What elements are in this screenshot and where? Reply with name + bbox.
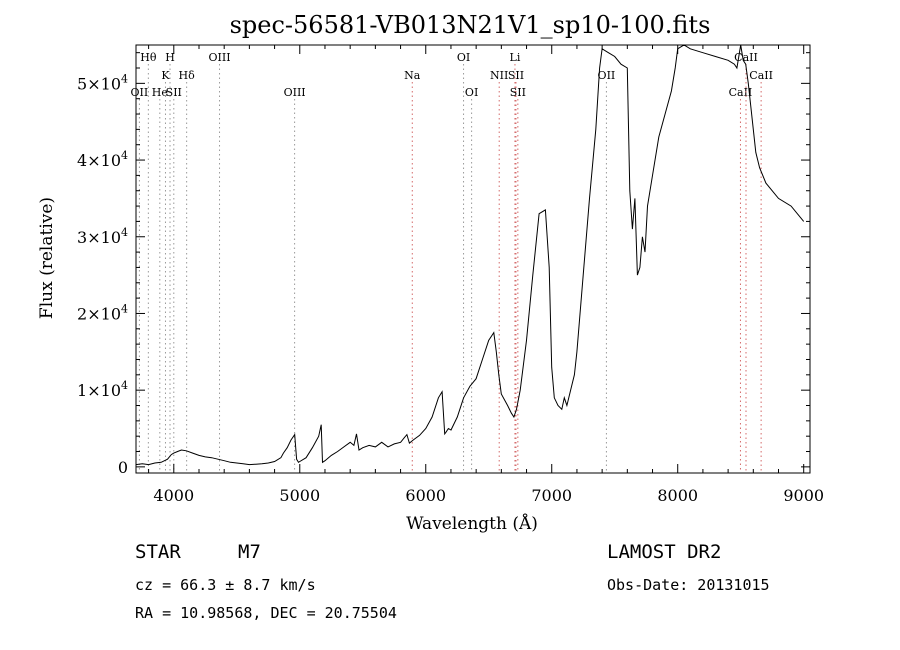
spectral-line-marker: K	[161, 69, 170, 473]
spectral-line-label: CaII	[734, 51, 758, 64]
y-tick-mantissa: 1×10	[77, 381, 121, 400]
spectral-line-marker: SII	[508, 69, 524, 473]
spectral-line-label: SII	[508, 69, 524, 82]
x-tick-label: 8000	[657, 486, 698, 505]
spectral-line-marker: Li	[510, 51, 521, 473]
spectrum-series-line	[135, 44, 805, 466]
spectral-line-label: OIII	[284, 86, 306, 99]
spectral-line-marker: He	[152, 86, 168, 473]
object-class: STAR	[135, 541, 181, 563]
spectral-line-marker: OI	[465, 86, 478, 473]
x-tick-label: 5000	[279, 486, 320, 505]
x-axis: 4000 5000 6000 7000 8000 9000	[148, 45, 824, 505]
y-tick-exponent: 4	[121, 226, 128, 239]
y-tick-mantissa: 3×10	[77, 228, 121, 247]
spectral-line-label: SII	[510, 86, 526, 99]
spectral-line-label: CaII	[749, 69, 773, 82]
y-tick-mantissa: 4×10	[77, 151, 121, 170]
y-tick-exponent: 4	[121, 149, 128, 162]
spectral-line-label: Hθ	[140, 51, 157, 64]
spectral-line-marker: OII	[598, 69, 616, 473]
x-tick-label: 4000	[153, 486, 194, 505]
spectral-line-marker: Hθ	[140, 51, 157, 473]
coordinates-info: RA = 10.98568, DEC = 20.75504	[135, 604, 397, 622]
y-tick-mantissa: 0	[118, 458, 128, 477]
spectral-line-label: OI	[465, 86, 478, 99]
spectral-line-label: Li	[510, 51, 521, 64]
object-subclass: M7	[238, 541, 261, 563]
spectral-line-marker: SII	[166, 86, 182, 473]
spectral-line-marker: Hδ	[179, 69, 196, 473]
chart-title: spec-56581-VB013N21V1_sp10-100.fits	[230, 11, 711, 39]
spectral-line-marker: OII	[131, 86, 149, 473]
x-tick-label: 9000	[783, 486, 824, 505]
y-tick-exponent: 4	[121, 72, 128, 85]
spectral-line-label: OII	[598, 69, 616, 82]
y-tick-label: 3×104	[77, 226, 128, 247]
spectral-line-label: Na	[404, 69, 421, 82]
spectral-line-label: K	[161, 69, 170, 82]
spectral-line-marker: OIII	[208, 51, 231, 473]
y-tick-label: 0	[118, 458, 128, 477]
plot-frame	[135, 44, 811, 474]
spectral-line-label: H	[165, 51, 175, 64]
y-tick-mantissa: 5×10	[77, 74, 121, 93]
observation-date: Obs-Date: 20131015	[607, 576, 770, 594]
spectral-line-marker: Na	[404, 69, 421, 473]
x-tick-label: 7000	[531, 486, 572, 505]
survey-name: LAMOST DR2	[607, 541, 722, 563]
spectral-line-marker: CaII	[749, 69, 773, 473]
y-tick-label: 1×104	[77, 379, 128, 400]
spectral-line-marker: NII	[490, 69, 508, 473]
y-tick-label: 5×104	[77, 72, 128, 93]
spectral-line-marker: OI	[457, 51, 470, 473]
spectral-line-marker: SII	[510, 86, 526, 473]
spectral-line-label: Hδ	[179, 69, 196, 82]
y-tick-exponent: 4	[121, 379, 128, 392]
spectral-line-marker: CaII	[729, 86, 752, 473]
spectral-line-label: OII	[131, 86, 149, 99]
y-tick-label: 4×104	[77, 149, 128, 170]
x-tick-label: 6000	[405, 486, 446, 505]
spectral-line-marker: H	[165, 51, 175, 473]
spectral-line-label: OIII	[208, 51, 230, 64]
spectral-line-label: OI	[457, 51, 470, 64]
spectral-line-label: He	[152, 86, 168, 99]
spectral-line-label: SII	[166, 86, 182, 99]
y-axis-label: Flux (relative)	[37, 197, 57, 319]
spectral-line-marker: CaII	[734, 51, 758, 473]
y-tick-label: 2×104	[77, 302, 128, 323]
x-axis-label: Wavelength (Å)	[406, 513, 538, 534]
y-tick-mantissa: 2×10	[77, 304, 121, 323]
redshift-info: cz = 66.3 ± 8.7 km/s	[135, 576, 316, 594]
spectral-line-label: NII	[490, 69, 508, 82]
spectral-line-marker: OIII	[284, 86, 306, 473]
y-tick-exponent: 4	[121, 302, 128, 315]
